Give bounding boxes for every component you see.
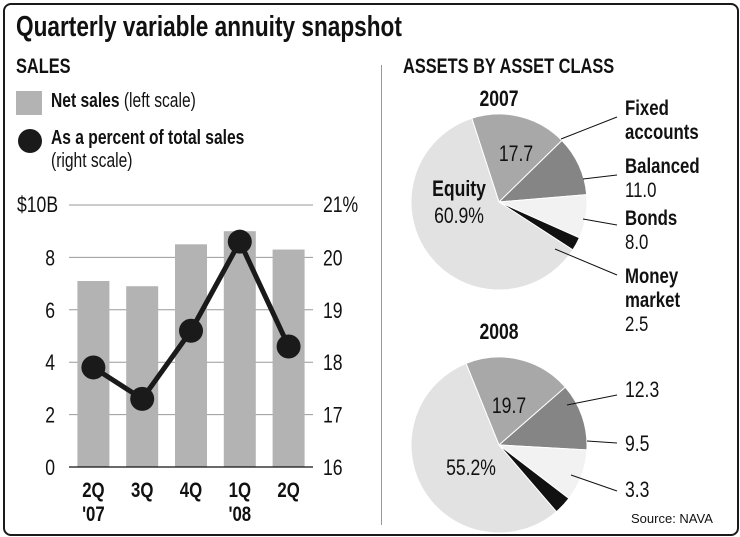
pie-2008-bonds-value: 9.5: [625, 432, 649, 456]
page-title: Quarterly variable annuity snapshot: [16, 11, 402, 43]
pie-2008-balanced-value: 12.3: [625, 378, 659, 402]
right-axis-tick: 17: [323, 404, 343, 428]
left-axis-tick: 2: [45, 404, 55, 428]
pie-2007-callout-text: 11.0: [625, 179, 656, 202]
x-axis-quarter-label: 1Q: [229, 479, 251, 502]
left-axis-tick: 6: [45, 299, 55, 323]
right-axis-tick: 20: [323, 247, 343, 271]
left-axis-tick: 8: [45, 247, 55, 271]
pie-2008-callout-line: [566, 394, 618, 406]
pie-2007-callout-text: 8.0: [625, 231, 648, 254]
left-axis-tick: $10B: [17, 193, 58, 217]
pie-2007-callout-line: [560, 116, 618, 140]
pie-2008-year-label: 2008: [479, 320, 518, 344]
net-sales-legend-label: Net sales: [51, 90, 120, 112]
right-axis-tick: 16: [323, 456, 343, 480]
pie-slice-equity-2007: [410, 117, 574, 291]
percent-marker: [227, 229, 252, 254]
pie-slice-balanced-2008: [497, 386, 588, 451]
left-axis-tick: 0: [45, 456, 55, 480]
pie-2008-money-value: 3.3: [625, 478, 649, 502]
pie-2007-callout-text: accounts: [625, 121, 699, 144]
pie-2007-callout-text: Fixed: [625, 97, 669, 120]
pie-2008-equity-value: 55.2%: [446, 456, 496, 480]
pie-2007-fixed-value: 17.7: [499, 142, 533, 166]
pie-2007-callout-line: [582, 218, 618, 226]
graphic-frame: Quarterly variable annuity snapshot SALE…: [3, 3, 739, 536]
x-axis-quarter-label: 2Q: [82, 479, 104, 502]
pie-2007-callout-text: market: [625, 289, 681, 312]
percent-marker: [130, 386, 155, 411]
right-scale-note: (right scale): [51, 150, 133, 172]
x-axis-year-label: '08: [228, 503, 251, 526]
percent-marker: [179, 318, 203, 343]
pie-2008-fixed-value: 19.7: [492, 394, 526, 418]
right-axis-tick: 19: [323, 299, 343, 323]
pie-2007-callout-text: Bonds: [625, 207, 677, 230]
percent-legend-label: As a percent of total sales: [51, 127, 245, 149]
pie-slice-fixed-accounts-2008: [465, 356, 567, 446]
pie-2007-callout-line: [554, 248, 618, 276]
x-axis-quarter-label: 4Q: [180, 479, 202, 502]
pie-2007-equity-label: Equity: [432, 177, 486, 201]
pie-slice-fixed-accounts-2007: [471, 113, 563, 203]
pie-2007-equity-value: 60.9%: [434, 204, 484, 228]
x-axis-quarter-label: 3Q: [131, 479, 153, 502]
net-sales-legend-swatch: [16, 91, 42, 115]
percent-legend-marker: [18, 129, 42, 153]
pie-2007-callout-text: Balanced: [625, 155, 700, 178]
pie-2008-callout-line: [570, 474, 618, 492]
net-sales-bar: [126, 286, 159, 467]
right-axis-tick: 21%: [323, 193, 358, 217]
pie-2007-year-label: 2007: [479, 87, 518, 111]
left-axis-tick: 4: [45, 351, 55, 375]
left-scale-note: (left scale): [123, 90, 196, 112]
percent-marker: [276, 334, 301, 359]
pie-2007-callout-line: [582, 174, 618, 180]
pie-2008-callout-line: [586, 440, 618, 444]
percent-marker: [81, 355, 106, 380]
net-sales-legend: Net sales (left scale): [51, 90, 196, 113]
percent-legend: As a percent of total sales: [51, 127, 244, 150]
pie-2007-callout-text: Money: [625, 265, 679, 288]
source-note: Source: NAVA: [631, 511, 713, 526]
assets-heading: ASSETS BY ASSET CLASS: [403, 55, 615, 78]
right-axis-tick: 18: [323, 351, 343, 375]
net-sales-bar: [175, 244, 207, 467]
sales-heading: SALES: [16, 55, 71, 78]
x-axis-year-label: '07: [82, 503, 105, 526]
x-axis-quarter-label: 2Q: [277, 479, 299, 502]
pie-2007-callout-text: 2.5: [625, 313, 648, 336]
section-divider: [381, 65, 382, 525]
pie-slice-equity-2008: [410, 362, 558, 534]
